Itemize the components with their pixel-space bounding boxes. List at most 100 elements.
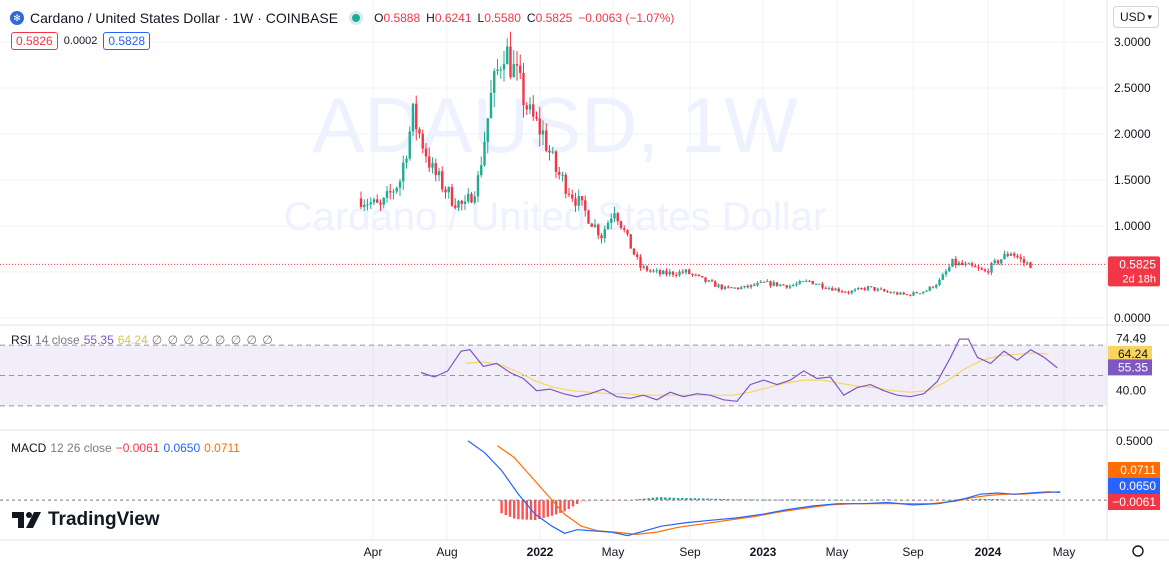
chevron-down-icon: ▾: [1147, 11, 1152, 22]
candle-body: [584, 200, 587, 211]
macd-histogram-bar: [1059, 500, 1062, 501]
currency-label: USD: [1120, 10, 1146, 24]
candle-body: [736, 287, 740, 290]
price-tick-label: 1.0000: [1114, 219, 1151, 233]
macd-histogram-bar: [508, 500, 512, 517]
macd-histogram-bar: [664, 497, 667, 501]
candle-body: [723, 286, 727, 289]
candle-body: [834, 288, 837, 291]
candle-body: [831, 288, 834, 291]
candle-body: [522, 72, 525, 106]
candle-body: [818, 283, 821, 285]
candle-body: [847, 292, 850, 294]
macd-histogram-bar: [676, 497, 680, 501]
macd-histogram-bar: [916, 500, 919, 501]
candle-body: [697, 274, 701, 276]
macd-histogram-bar: [1000, 499, 1003, 501]
close-label: C: [526, 11, 536, 25]
macd-histogram-bar: [706, 498, 709, 501]
candle-body: [655, 270, 658, 272]
macd-histogram-bar: [563, 500, 566, 512]
currency-select[interactable]: USD ▾: [1113, 6, 1159, 28]
macd-histogram-bar: [555, 500, 558, 515]
macd-histogram-bar: [748, 499, 751, 501]
candle-body: [922, 291, 925, 294]
macd-line-tag-value: 0.0650: [1119, 479, 1156, 493]
candle-body: [450, 187, 454, 206]
candle-body: [892, 292, 896, 294]
price-tick-label: 1.5000: [1114, 173, 1151, 187]
candle-body: [983, 269, 987, 272]
macd-histogram-bar: [962, 499, 965, 501]
tradingview-logo[interactable]: TradingView: [12, 509, 160, 531]
candle-body: [473, 196, 476, 203]
macd-histogram-bar: [639, 498, 642, 501]
macd-histogram-bar: [660, 497, 663, 501]
macd-histogram-tag: [1108, 494, 1160, 510]
candle-body: [714, 281, 717, 287]
candle-body: [1003, 253, 1006, 260]
watermark-subtitle: Cardano / United States Dollar: [284, 195, 827, 239]
candle-body: [720, 284, 723, 289]
candle-body: [785, 285, 788, 288]
macd-histogram-bar: [807, 499, 810, 501]
candle-body: [441, 171, 444, 190]
macd-histogram-bar: [597, 500, 600, 501]
macd-title: MACD: [11, 441, 47, 455]
candle-body: [844, 291, 847, 293]
symbol-title[interactable]: Cardano / United States Dollar · 1W · CO…: [30, 10, 339, 26]
candle-body: [532, 104, 535, 117]
candle-body: [759, 281, 762, 283]
gear-icon[interactable]: [1132, 545, 1144, 557]
candle-body: [837, 288, 840, 292]
candle-body: [772, 282, 775, 286]
macd-histogram-bar: [714, 498, 717, 501]
rsi-ma-tag: [1108, 345, 1152, 362]
candle-body: [675, 274, 678, 276]
macd-histogram-bar: [693, 498, 696, 501]
candle-body: [447, 187, 450, 193]
candle-body: [519, 65, 522, 73]
candle-body: [821, 283, 824, 288]
bid-price-button[interactable]: 0.5826: [11, 32, 58, 50]
rsi-tick-label: 74.49: [1116, 331, 1146, 345]
candle-body: [840, 291, 844, 293]
macd-params: 12 26 close: [50, 441, 112, 455]
candle-body: [395, 187, 398, 192]
macd-histogram-bar: [849, 499, 852, 501]
macd-histogram-bar: [681, 497, 684, 501]
candle-body: [538, 118, 541, 135]
macd-histogram-bar: [794, 499, 797, 501]
candle-body: [437, 171, 441, 176]
macd-histogram-bar: [668, 497, 671, 501]
candle-body: [980, 268, 983, 270]
candle-body: [665, 270, 668, 275]
macd-histogram-bar: [534, 500, 537, 521]
rsi-params: 14 close: [35, 333, 80, 347]
candle-body: [694, 274, 697, 276]
candle-body: [733, 287, 736, 289]
candle-body: [954, 258, 957, 266]
price-tick-label: 2.0000: [1114, 127, 1151, 141]
candle-body: [428, 156, 431, 168]
macd-histogram-bar: [542, 500, 545, 518]
candle-body: [548, 150, 551, 153]
candle-body: [489, 92, 493, 119]
open-value: 0.5888: [383, 11, 421, 25]
change-value: −0.0063 (−1.07%): [578, 11, 675, 25]
candle-body: [619, 221, 623, 229]
candle-body: [977, 267, 980, 269]
candle-body: [402, 162, 405, 182]
brand-name: TradingView: [48, 509, 160, 530]
ask-price-button[interactable]: 0.5828: [103, 32, 151, 50]
candle-body: [366, 204, 369, 206]
macd-histogram-bar: [567, 500, 570, 509]
candle-body: [671, 271, 675, 275]
rsi-legend[interactable]: RSI 14 close 55.35 64.24 ∅ ∅ ∅ ∅ ∅ ∅ ∅ ∅: [11, 333, 274, 347]
macd-histogram-bar: [517, 500, 520, 520]
macd-legend[interactable]: MACD 12 26 close −0.0061 0.0650 0.0711: [11, 441, 240, 455]
candle-body: [480, 165, 483, 176]
candle-body: [421, 133, 424, 149]
candle-body: [405, 158, 408, 163]
